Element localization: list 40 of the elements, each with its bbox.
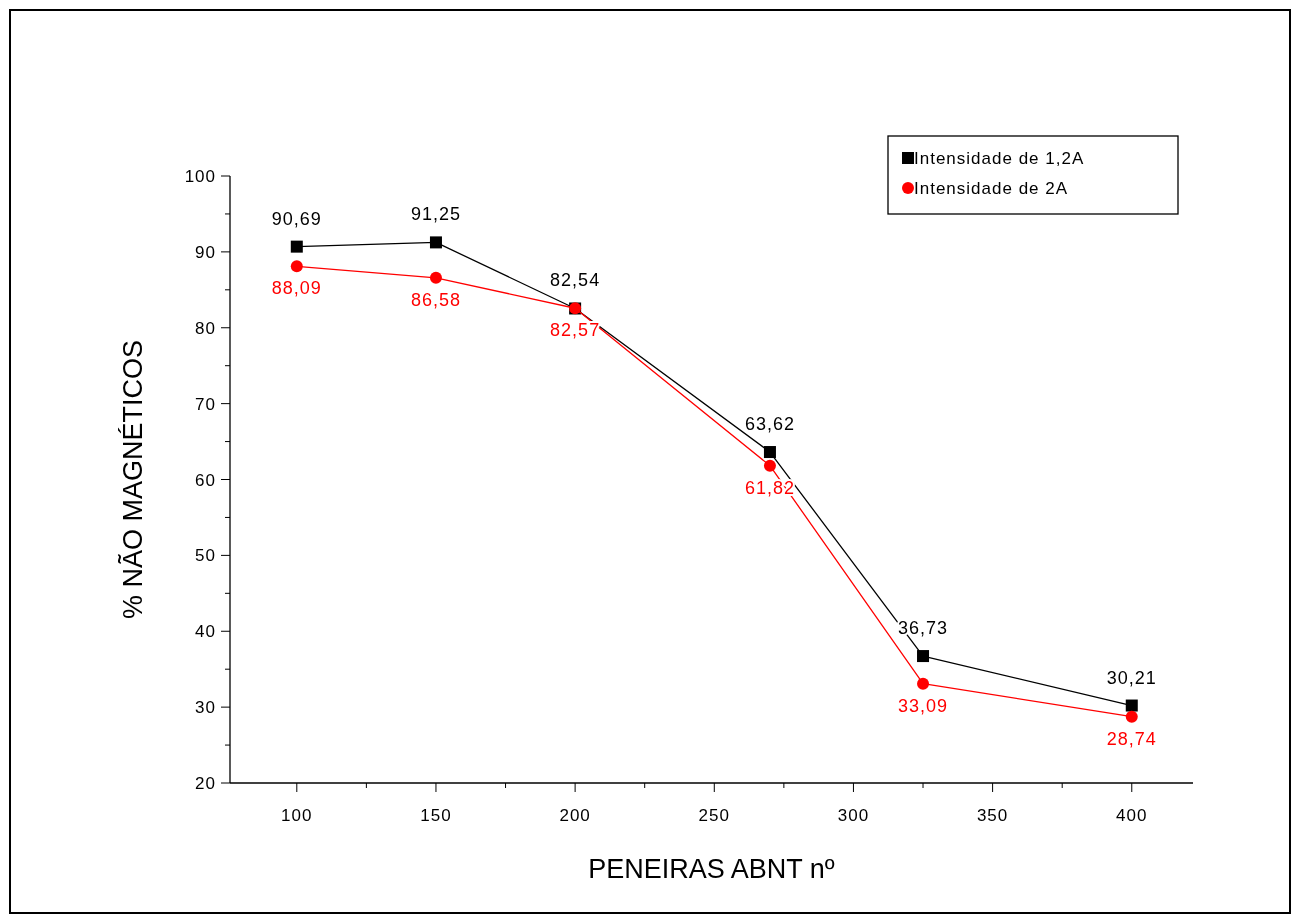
y-tick-label: 40 xyxy=(195,622,216,642)
data-label: 91,25 xyxy=(410,204,461,225)
point xyxy=(290,240,303,253)
data-label: 86,58 xyxy=(410,289,461,310)
point xyxy=(917,650,930,663)
point xyxy=(1125,710,1138,723)
data-label: 63,62 xyxy=(744,414,795,435)
x-tick-label: 350 xyxy=(976,806,1009,825)
x-tick-label: 400 xyxy=(1116,806,1148,825)
x-tick-label: 200 xyxy=(559,806,591,825)
y-tick-label: 30 xyxy=(195,698,216,718)
data-label: 28,74 xyxy=(1106,728,1157,749)
data-label: 90,69 xyxy=(271,208,322,229)
data-label: 82,54 xyxy=(550,270,601,291)
point xyxy=(429,271,442,284)
data-label: 82,57 xyxy=(550,320,601,341)
x-axis-title: PENEIRAS ABNT nº xyxy=(588,854,835,884)
x-tick-label: 300 xyxy=(837,806,870,825)
y-tick-label: 80 xyxy=(195,318,216,338)
point xyxy=(1125,699,1138,712)
data-label: 33,09 xyxy=(898,695,949,716)
y-tick-label: 20 xyxy=(195,774,216,793)
x-tick-label: 100 xyxy=(281,806,313,825)
point xyxy=(290,260,303,273)
point xyxy=(429,236,442,249)
y-tick-label: 100 xyxy=(184,167,216,186)
x-tick-label: 250 xyxy=(698,806,730,825)
y-tick-label: 90 xyxy=(195,242,216,262)
point xyxy=(917,677,930,690)
y-tick-label: 60 xyxy=(195,470,216,490)
point xyxy=(763,459,776,472)
point xyxy=(763,446,776,459)
legend-label: Intensidade de 1,2A xyxy=(914,149,1085,168)
y-tick-label: 70 xyxy=(195,394,216,414)
data-label: 30,21 xyxy=(1106,667,1157,688)
y-tick-label: 50 xyxy=(195,546,216,566)
legend-label: Intensidade de 2A xyxy=(914,179,1069,198)
x-tick-label: 150 xyxy=(420,806,452,825)
data-label: 88,09 xyxy=(271,278,322,299)
y-axis-title: % NÃO MAGNÉTICOS xyxy=(117,339,148,620)
